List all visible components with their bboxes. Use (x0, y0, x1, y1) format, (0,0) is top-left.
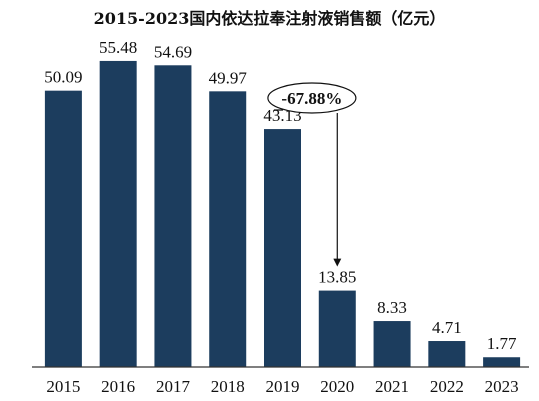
data-label-2015: 50.09 (44, 68, 82, 87)
data-label-2020: 13.85 (318, 268, 356, 287)
x-tick-label-2020: 2020 (320, 377, 354, 396)
annotation-ellipse (267, 82, 357, 114)
data-label-2021: 8.33 (377, 298, 407, 317)
bar-2017 (154, 65, 192, 367)
bar-2023 (483, 357, 521, 367)
data-label-2017: 54.69 (154, 42, 192, 61)
annotation-layer: -67.88% (267, 82, 357, 267)
x-tick-label-2022: 2022 (430, 377, 464, 396)
x-tick-label-2018: 2018 (211, 377, 245, 396)
bar-2015 (44, 90, 82, 368)
bar-2019 (264, 129, 301, 367)
data-label-2023: 1.77 (487, 334, 517, 353)
data-label-2018: 49.97 (209, 68, 248, 87)
x-tick-label-2016: 2016 (101, 377, 135, 396)
bar-2020 (318, 290, 356, 367)
bar-2018 (209, 91, 247, 367)
x-tick-labels-layer: 2015 2016 2017 2018 2019 2020 2021 2022 2023 (46, 377, 518, 396)
x-tick-label-2015: 2015 (46, 377, 80, 396)
data-label-2022: 4.71 (432, 318, 462, 337)
bars-layer (44, 60, 521, 368)
x-tick-label-2021: 2021 (375, 377, 409, 396)
bar-2022 (428, 341, 466, 367)
annotation-text: -67.88% (281, 89, 342, 108)
x-tick-label-2023: 2023 (485, 377, 519, 396)
bar-2021 (373, 321, 411, 367)
chart-title: 2015-2023国内依达拉奉注射液销售额（亿元） (93, 9, 446, 28)
x-tick-label-2019: 2019 (266, 377, 300, 396)
data-label-2016: 55.48 (99, 38, 137, 57)
x-tick-label-2017: 2017 (156, 377, 191, 396)
bar-2016 (99, 60, 137, 367)
